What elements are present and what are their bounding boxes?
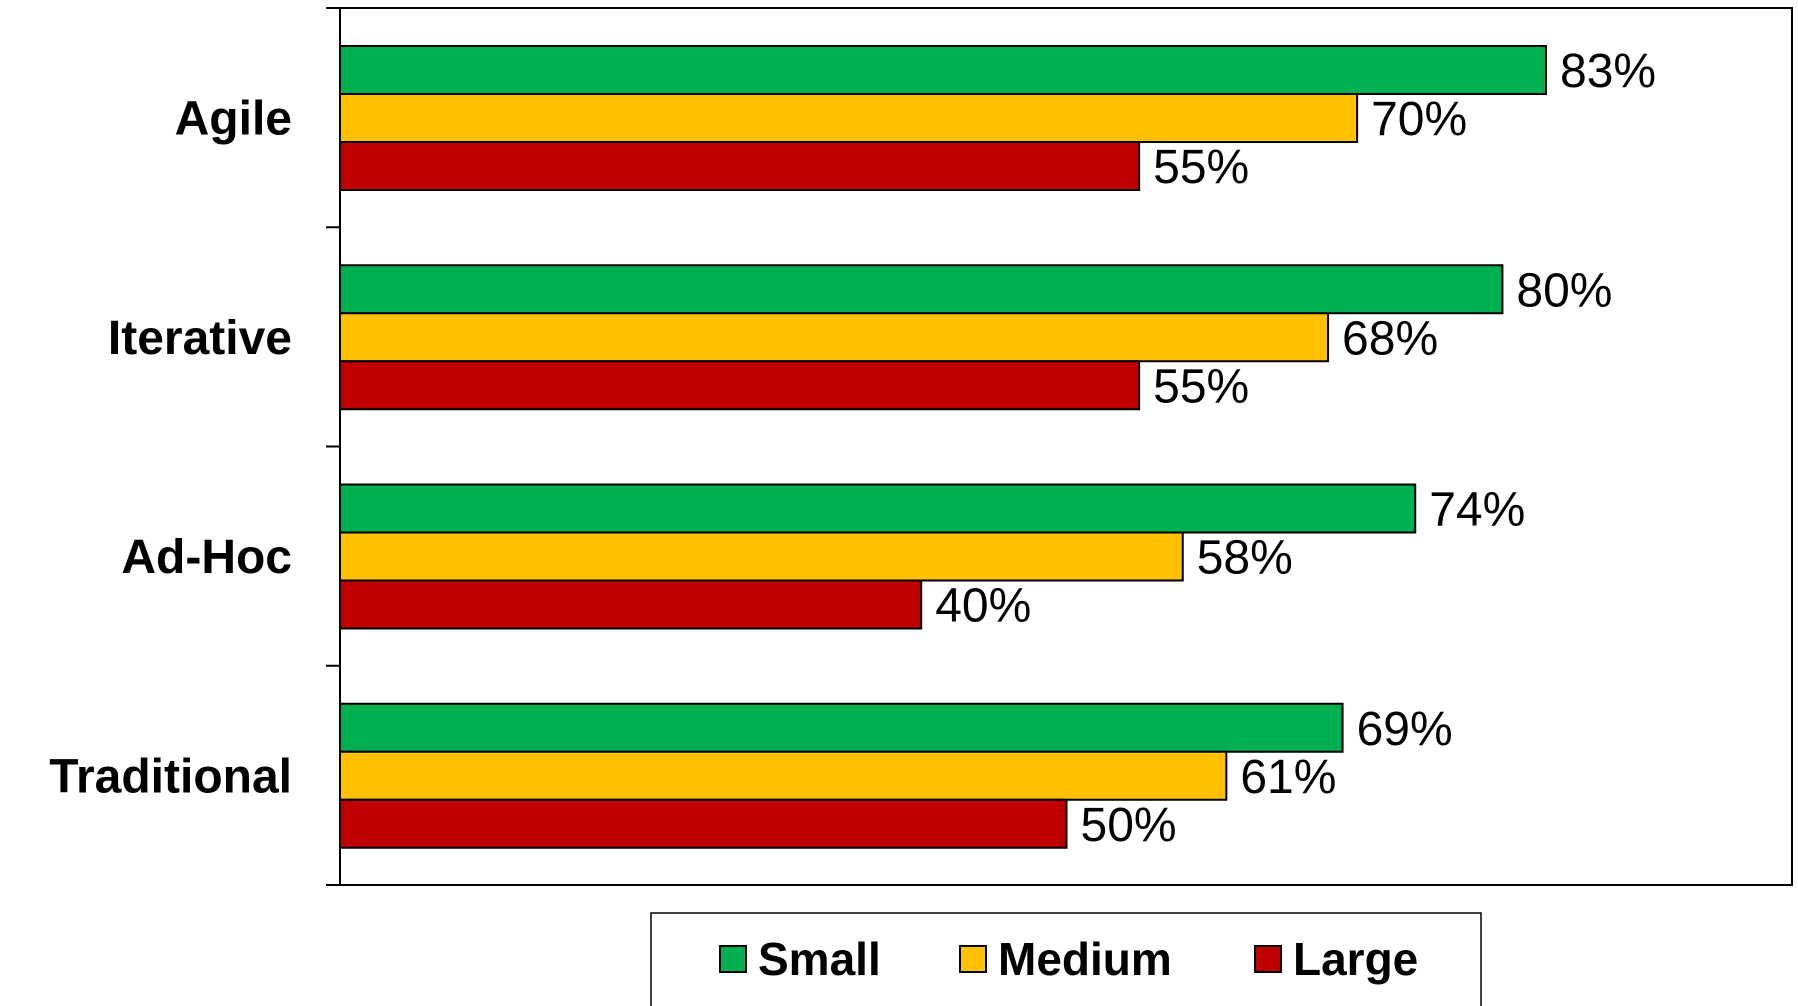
bar-agile-small: [339, 45, 1547, 95]
data-label-traditional-small: 69%: [1357, 703, 1453, 756]
bars: [339, 45, 1547, 849]
legend-label-small: Small: [758, 933, 881, 985]
legend-label-large: Large: [1293, 933, 1418, 985]
legend: Small Medium Large: [650, 912, 1482, 1006]
data-labels: 83% 70% 55% 80% 68% 55% 74% 58% 40% 69% 61% 50%: [935, 45, 1656, 852]
bar-traditional-large: [339, 798, 1068, 849]
data-label-ad-hoc-large: 40%: [935, 580, 1031, 633]
bar-traditional-small: [339, 702, 1344, 753]
bar-agile-large: [339, 141, 1141, 191]
legend-label-medium: Medium: [998, 933, 1172, 985]
bar-traditional-medium: [339, 750, 1228, 801]
bar-ad-hoc-medium: [339, 531, 1184, 582]
data-label-ad-hoc-small: 74%: [1429, 484, 1525, 537]
bar-iterative-large: [339, 360, 1141, 411]
data-label-iterative-medium: 68%: [1342, 312, 1438, 365]
bar-agile-medium: [339, 93, 1359, 143]
data-label-agile-medium: 70%: [1371, 93, 1467, 146]
bar-ad-hoc-small: [339, 483, 1417, 534]
data-label-iterative-large: 55%: [1153, 360, 1249, 413]
category-label-traditional: Traditional: [49, 750, 292, 803]
legend-swatch-medium: [959, 945, 987, 973]
category-label-ad-hoc: Ad-Hoc: [121, 531, 292, 584]
data-label-ad-hoc-medium: 58%: [1197, 532, 1293, 585]
bar-iterative-medium: [339, 312, 1330, 363]
data-label-agile-small: 83%: [1560, 45, 1656, 98]
legend-swatch-small: [719, 945, 747, 973]
category-axis-labels: Agile Iterative Ad-Hoc Traditional: [49, 93, 292, 804]
data-label-agile-large: 55%: [1153, 141, 1249, 194]
data-label-traditional-medium: 61%: [1240, 751, 1336, 804]
category-axis-ticks: [326, 7, 340, 886]
legend-box: [650, 912, 1482, 1006]
category-label-iterative: Iterative: [108, 312, 292, 365]
bar-iterative-small: [339, 264, 1504, 315]
legend-swatch-large: [1254, 945, 1282, 973]
bar-ad-hoc-large: [339, 579, 923, 630]
data-label-traditional-large: 50%: [1081, 799, 1177, 852]
category-label-agile: Agile: [175, 93, 292, 146]
data-label-iterative-small: 80%: [1516, 264, 1612, 317]
